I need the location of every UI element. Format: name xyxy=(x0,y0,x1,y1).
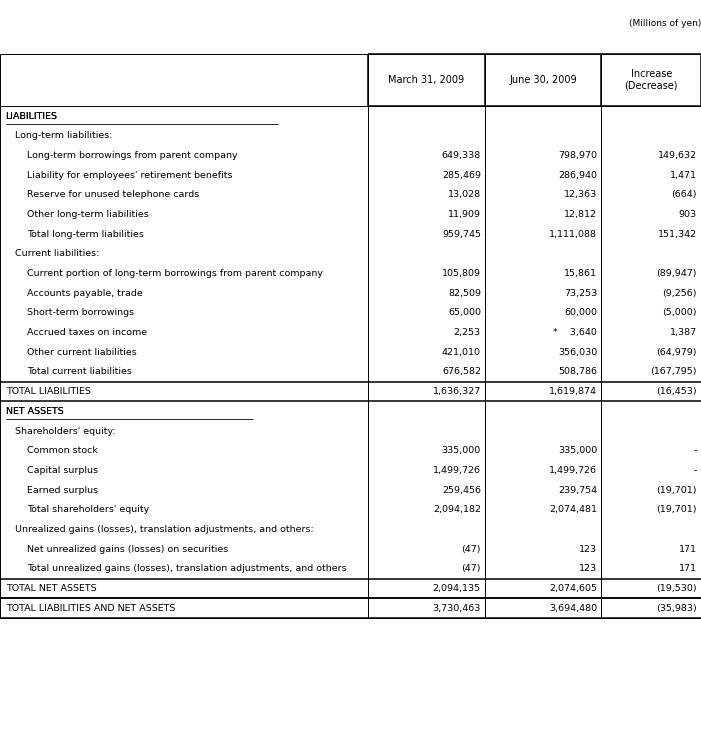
Text: Earned surplus: Earned surplus xyxy=(27,485,97,495)
Text: 1,471: 1,471 xyxy=(669,171,697,180)
Text: Unrealized gains (losses), translation adjustments, and others:: Unrealized gains (losses), translation a… xyxy=(15,525,314,534)
Text: 123: 123 xyxy=(579,545,597,553)
Text: 676,582: 676,582 xyxy=(442,368,481,377)
Text: 335,000: 335,000 xyxy=(558,446,597,455)
Text: 12,812: 12,812 xyxy=(564,210,597,219)
Text: (47): (47) xyxy=(461,545,481,553)
Text: 2,074,605: 2,074,605 xyxy=(550,584,597,593)
Text: (167,795): (167,795) xyxy=(651,368,697,377)
Text: 2,253: 2,253 xyxy=(454,328,481,337)
Text: 649,338: 649,338 xyxy=(442,151,481,160)
Text: Accounts payable, trade: Accounts payable, trade xyxy=(27,288,142,298)
Text: Capital surplus: Capital surplus xyxy=(27,466,97,475)
Text: NET ASSETS: NET ASSETS xyxy=(6,407,63,416)
Text: (Millions of yen): (Millions of yen) xyxy=(629,19,701,28)
Text: 2,074,481: 2,074,481 xyxy=(550,505,597,515)
Text: 798,970: 798,970 xyxy=(558,151,597,160)
Text: (89,947): (89,947) xyxy=(656,269,697,278)
Text: 1,619,874: 1,619,874 xyxy=(550,387,597,396)
Text: 1,387: 1,387 xyxy=(669,328,697,337)
Text: (19,530): (19,530) xyxy=(656,584,697,593)
Text: (664): (664) xyxy=(672,190,697,200)
Text: 1,636,327: 1,636,327 xyxy=(433,387,481,396)
Text: Common stock: Common stock xyxy=(27,446,97,455)
Text: (64,979): (64,979) xyxy=(656,348,697,357)
Text: 356,030: 356,030 xyxy=(558,348,597,357)
Text: NET ASSETS: NET ASSETS xyxy=(6,407,63,416)
Text: Accrued taxes on income: Accrued taxes on income xyxy=(27,328,147,337)
Text: LIABILITIES: LIABILITIES xyxy=(6,112,57,121)
Text: (19,701): (19,701) xyxy=(656,485,697,495)
Text: 12,363: 12,363 xyxy=(564,190,597,200)
Text: 65,000: 65,000 xyxy=(448,308,481,318)
Text: 73,253: 73,253 xyxy=(564,288,597,298)
Text: 11,909: 11,909 xyxy=(448,210,481,219)
Text: 60,000: 60,000 xyxy=(564,308,597,318)
Text: -: - xyxy=(693,466,697,475)
Text: 239,754: 239,754 xyxy=(558,485,597,495)
Text: Net unrealized gains (losses) on securities: Net unrealized gains (losses) on securit… xyxy=(27,545,228,553)
Text: 13,028: 13,028 xyxy=(448,190,481,200)
Text: 1,499,726: 1,499,726 xyxy=(550,466,597,475)
Text: 171: 171 xyxy=(679,545,697,553)
Text: Current liabilities:: Current liabilities: xyxy=(15,250,100,258)
Text: TOTAL NET ASSETS: TOTAL NET ASSETS xyxy=(6,584,96,593)
Text: (16,453): (16,453) xyxy=(656,387,697,396)
Text: 285,469: 285,469 xyxy=(442,171,481,180)
Text: 105,809: 105,809 xyxy=(442,269,481,278)
Text: 151,342: 151,342 xyxy=(658,230,697,239)
Text: 286,940: 286,940 xyxy=(558,171,597,180)
Text: -: - xyxy=(693,446,697,455)
Text: June 30, 2009: June 30, 2009 xyxy=(510,75,577,85)
Text: Total current liabilities: Total current liabilities xyxy=(27,368,132,377)
Text: LIABILITIES: LIABILITIES xyxy=(6,112,57,121)
Text: (5,000): (5,000) xyxy=(662,308,697,318)
Text: TOTAL LIABILITIES: TOTAL LIABILITIES xyxy=(6,387,90,396)
Text: Reserve for unused telephone cards: Reserve for unused telephone cards xyxy=(27,190,199,200)
Text: 2,094,182: 2,094,182 xyxy=(433,505,481,515)
Text: 959,745: 959,745 xyxy=(442,230,481,239)
Text: 15,861: 15,861 xyxy=(564,269,597,278)
Text: *    3,640: * 3,640 xyxy=(553,328,597,337)
Text: Other current liabilities: Other current liabilities xyxy=(27,348,137,357)
Text: Long-term borrowings from parent company: Long-term borrowings from parent company xyxy=(27,151,237,160)
Text: 82,509: 82,509 xyxy=(448,288,481,298)
Text: NET ASSETS: NET ASSETS xyxy=(6,407,63,416)
Text: 508,786: 508,786 xyxy=(558,368,597,377)
Text: 903: 903 xyxy=(679,210,697,219)
Text: Short-term borrowings: Short-term borrowings xyxy=(27,308,134,318)
Text: 123: 123 xyxy=(579,564,597,573)
Text: Liability for employees' retirement benefits: Liability for employees' retirement bene… xyxy=(27,171,232,180)
Text: Shareholders' equity:: Shareholders' equity: xyxy=(15,426,116,435)
Text: 3,694,480: 3,694,480 xyxy=(549,603,597,613)
Text: (19,701): (19,701) xyxy=(656,505,697,515)
Text: Total long-term liabilities: Total long-term liabilities xyxy=(27,230,144,239)
Text: 335,000: 335,000 xyxy=(442,446,481,455)
Text: Other long-term liabilities: Other long-term liabilities xyxy=(27,210,149,219)
Text: 171: 171 xyxy=(679,564,697,573)
Text: March 31, 2009: March 31, 2009 xyxy=(388,75,465,85)
Text: 2,094,135: 2,094,135 xyxy=(433,584,481,593)
Text: 259,456: 259,456 xyxy=(442,485,481,495)
Text: LIABILITIES: LIABILITIES xyxy=(6,112,57,121)
Text: 1,111,088: 1,111,088 xyxy=(550,230,597,239)
Text: (47): (47) xyxy=(461,564,481,573)
Text: (9,256): (9,256) xyxy=(662,288,697,298)
Text: Total unrealized gains (losses), translation adjustments, and others: Total unrealized gains (losses), transla… xyxy=(27,564,346,573)
Text: (35,983): (35,983) xyxy=(656,603,697,613)
Text: Current portion of long-term borrowings from parent company: Current portion of long-term borrowings … xyxy=(27,269,322,278)
Text: TOTAL LIABILITIES AND NET ASSETS: TOTAL LIABILITIES AND NET ASSETS xyxy=(6,603,175,613)
Text: Total shareholders' equity: Total shareholders' equity xyxy=(27,505,149,515)
Text: 3,730,463: 3,730,463 xyxy=(433,603,481,613)
Text: 149,632: 149,632 xyxy=(658,151,697,160)
Text: 1,499,726: 1,499,726 xyxy=(433,466,481,475)
Text: Long-term liabilities:: Long-term liabilities: xyxy=(15,131,113,140)
Text: 421,010: 421,010 xyxy=(442,348,481,357)
Text: Increase
(Decrease): Increase (Decrease) xyxy=(625,69,678,91)
